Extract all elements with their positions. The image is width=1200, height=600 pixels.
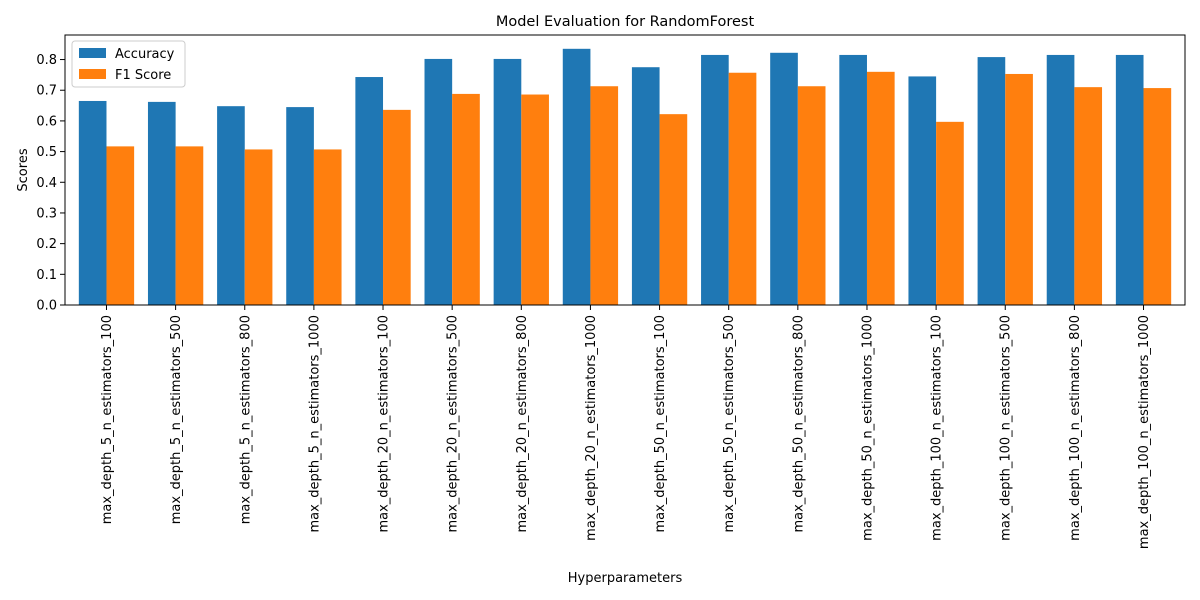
- x-tick-label: max_depth_5_n_estimators_500: [169, 315, 184, 524]
- bar-accuracy-0: [78, 100, 107, 305]
- y-tick-label: 0.5: [36, 145, 57, 160]
- bar-accuracy-7: [562, 48, 591, 305]
- bar-accuracy-4: [355, 77, 384, 305]
- plot-area: [64, 34, 1186, 306]
- bar-f1-score-14: [1074, 87, 1103, 305]
- x-tick-label: max_depth_50_n_estimators_1000: [860, 315, 875, 541]
- bar-f1-score-6: [521, 94, 549, 305]
- legend-swatch-accuracy: [79, 48, 106, 58]
- bar-accuracy-1: [147, 101, 176, 306]
- legend-label-accuracy: Accuracy: [115, 47, 175, 62]
- y-tick-label: 0.2: [36, 237, 57, 252]
- x-tick-label: max_depth_5_n_estimators_800: [238, 315, 253, 524]
- y-tick-label: 0.1: [36, 268, 57, 283]
- bar-f1-score-9: [728, 72, 757, 305]
- x-tick-label: max_depth_100_n_estimators_500: [999, 315, 1014, 541]
- x-tick-label: max_depth_5_n_estimators_1000: [307, 315, 322, 533]
- x-tick-label: max_depth_50_n_estimators_800: [791, 315, 806, 533]
- y-tick-label: 0.4: [36, 176, 57, 191]
- x-axis-label: Hyperparameters: [568, 571, 683, 586]
- bar-accuracy-15: [1115, 54, 1144, 306]
- bar-f1-score-1: [175, 146, 204, 305]
- bar-accuracy-5: [424, 58, 453, 305]
- x-tick-label: max_depth_20_n_estimators_100: [377, 315, 392, 533]
- legend-swatch-f1-score: [79, 69, 106, 79]
- y-tick-label: 0.3: [36, 206, 57, 221]
- x-tick-label: max_depth_20_n_estimators_500: [446, 315, 461, 533]
- x-tick-label: max_depth_20_n_estimators_800: [515, 315, 530, 533]
- x-tick-label: max_depth_5_n_estimators_100: [100, 315, 115, 524]
- bar-accuracy-2: [217, 106, 245, 305]
- y-tick-label: 0.7: [36, 84, 57, 99]
- chart-title: Model Evaluation for RandomForest: [496, 14, 755, 30]
- x-axis: max_depth_5_n_estimators_100 max_depth_5_…: [100, 305, 1152, 549]
- bar-accuracy-11: [839, 54, 867, 306]
- bar-accuracy-8: [631, 67, 660, 305]
- bar-f1-score-11: [866, 71, 895, 306]
- bar-f1-score-2: [244, 149, 273, 305]
- y-tick-label: 0.8: [36, 53, 57, 68]
- x-tick-label: max_depth_100_n_estimators_800: [1068, 315, 1083, 541]
- bar-accuracy-13: [977, 57, 1006, 305]
- y-tick-label: 0.6: [36, 114, 57, 129]
- bar-f1-score-13: [1005, 73, 1033, 305]
- y-tick-label: 0.0: [36, 299, 57, 314]
- bar-f1-score-3: [313, 149, 342, 305]
- bars: [78, 48, 1172, 306]
- x-tick-label: max_depth_50_n_estimators_500: [722, 315, 737, 533]
- y-axis: 0.0 0.1 0.2 0.3 0.4 0.5 0.6 0.7 0.8: [36, 53, 65, 314]
- legend: Accuracy F1 Score: [71, 40, 186, 88]
- bar-f1-score-15: [1143, 88, 1172, 305]
- bar-f1-score-12: [936, 121, 964, 305]
- bar-f1-score-10: [797, 86, 826, 305]
- x-tick-label: max_depth_20_n_estimators_1000: [584, 315, 599, 541]
- legend-label-f1-score: F1 Score: [115, 68, 171, 83]
- bar-f1-score-0: [106, 146, 135, 305]
- bar-accuracy-10: [770, 52, 798, 305]
- bar-accuracy-9: [701, 54, 729, 306]
- bar-accuracy-12: [908, 76, 937, 305]
- x-tick-label: max_depth_100_n_estimators_100: [930, 315, 945, 541]
- bar-accuracy-14: [1046, 54, 1075, 306]
- bar-f1-score-8: [659, 114, 688, 305]
- x-tick-label: max_depth_100_n_estimators_1000: [1137, 315, 1152, 549]
- y-axis-label: Scores: [16, 148, 31, 191]
- bar-f1-score-4: [383, 109, 411, 305]
- bar-accuracy-6: [493, 58, 522, 305]
- bar-f1-score-5: [452, 93, 480, 305]
- bar-f1-score-7: [590, 86, 619, 305]
- bar-accuracy-3: [286, 107, 314, 306]
- x-tick-label: max_depth_50_n_estimators_100: [653, 315, 668, 533]
